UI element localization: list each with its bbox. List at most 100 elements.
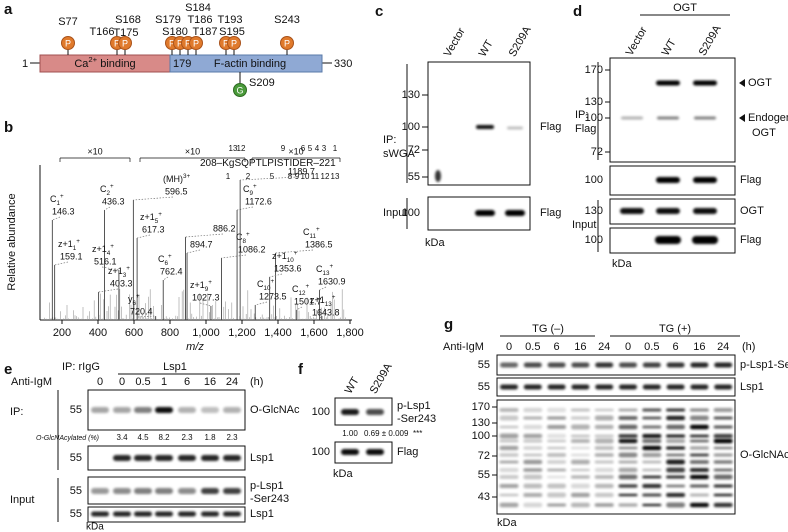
text-run: z+1 — [272, 251, 287, 261]
ion-mz: 1501.7 — [294, 296, 322, 306]
blot-band — [693, 208, 717, 214]
text-run: C — [243, 184, 250, 194]
blot-band — [178, 407, 196, 413]
blot-band — [689, 493, 709, 497]
zoom-label: ×10 — [87, 146, 102, 156]
blot-band — [570, 502, 590, 508]
blot-band — [595, 362, 614, 368]
blot-band — [656, 208, 680, 214]
time-label: 16 — [204, 376, 216, 388]
blot-band — [523, 474, 543, 480]
subscript: 9 — [250, 190, 254, 197]
blot-band — [523, 362, 542, 368]
ion-label: z+110+ — [272, 250, 298, 264]
ip-antibody: Flag — [575, 123, 596, 135]
blot-band — [713, 474, 733, 480]
text-run: C — [236, 232, 243, 242]
ip-title: IP: — [575, 109, 588, 121]
blot-band — [155, 407, 173, 413]
y-axis-label: Relative abundance — [6, 193, 18, 290]
blot-band — [642, 493, 662, 497]
supscript: + — [76, 238, 80, 245]
supscript: + — [60, 193, 64, 200]
time-label: 0 — [625, 341, 631, 353]
blot-band — [91, 511, 109, 517]
blot-band — [201, 455, 219, 461]
blot-band — [594, 438, 614, 444]
text-run: z+1 — [92, 244, 107, 254]
blot-band — [499, 484, 519, 488]
blot-band — [618, 467, 638, 473]
phospho-mark: P — [185, 38, 191, 48]
text-run: z+1 — [108, 266, 123, 276]
blot-band — [134, 488, 152, 494]
text-run: z+1 — [310, 295, 325, 305]
blot-band — [91, 488, 109, 494]
fragment-index: 13 — [229, 144, 238, 153]
blot-band — [570, 416, 590, 420]
input-title: Input — [10, 494, 34, 506]
subscript: 9 — [205, 286, 209, 293]
subscript: 12 — [299, 290, 307, 297]
blot-band — [689, 415, 709, 421]
blot-frame — [427, 61, 531, 186]
text-run: Ca — [74, 58, 89, 70]
panel-label: e — [4, 361, 12, 378]
arrowhead — [739, 114, 745, 122]
subscript: 10 — [264, 285, 272, 292]
marker-label: 72 — [408, 144, 420, 156]
blot-band — [547, 416, 567, 420]
probe-label: Lsp1 — [250, 452, 274, 464]
blot-band — [666, 415, 686, 421]
blot-band — [594, 415, 614, 421]
blot-band — [547, 384, 566, 390]
peak-connector — [240, 176, 299, 181]
blot-band — [570, 459, 590, 465]
supscript: + — [294, 250, 298, 257]
ion-mz: 1643.8 — [312, 307, 340, 317]
peak-connector — [255, 301, 268, 306]
marker-label: 130 — [585, 96, 603, 108]
blot-band — [547, 475, 567, 479]
treatment-label: Anti-IgM — [443, 341, 484, 353]
blot-band — [642, 434, 662, 438]
supscript: + — [332, 294, 336, 301]
ion-label: (MH)3+ — [163, 173, 191, 184]
ion-label: z+19+ — [190, 279, 212, 293]
site-label: S243 — [274, 14, 300, 26]
time-label: 6 — [184, 376, 190, 388]
fragment-index: 1 — [333, 144, 338, 153]
blot-band — [642, 445, 662, 451]
blot-band — [642, 475, 662, 479]
phospho-mark: P — [65, 38, 71, 48]
blot-band — [155, 511, 173, 517]
blot-band — [618, 484, 638, 488]
ion-mz: 1027.3 — [192, 292, 220, 302]
blot-band — [714, 384, 733, 390]
marker-label: 55 — [70, 485, 82, 497]
blot-band — [366, 409, 384, 415]
blot-band — [570, 439, 590, 443]
peak-connector — [275, 249, 314, 254]
unit-label: kDa — [612, 258, 632, 270]
input-title: Input — [383, 207, 407, 219]
subscript: 4 — [107, 250, 111, 257]
text-run: –221 — [313, 158, 336, 169]
glyco-mark: G — [236, 85, 243, 95]
marker-label: 130 — [585, 205, 603, 217]
peak-connector — [186, 249, 201, 254]
blot-band — [666, 446, 686, 450]
blot-band — [693, 80, 717, 86]
peak-connector — [319, 286, 327, 291]
blot-band — [642, 362, 661, 368]
blot-band — [713, 425, 733, 429]
time-unit: (h) — [742, 341, 755, 353]
marker-label: 100 — [585, 234, 603, 246]
blot-band — [642, 384, 661, 390]
zoom-label: ×10 — [185, 146, 200, 156]
time-label: 24 — [598, 341, 610, 353]
text-run: C — [257, 279, 264, 289]
fragment-index: 10 — [301, 172, 310, 181]
peak-connector — [133, 196, 174, 201]
blot-band — [618, 416, 638, 420]
